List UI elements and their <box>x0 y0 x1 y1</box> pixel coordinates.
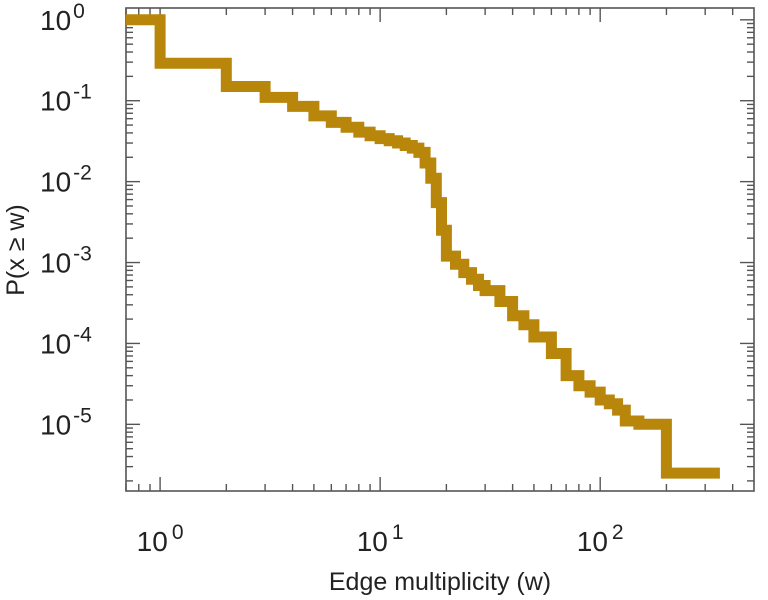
major-ticks <box>126 8 754 491</box>
y-tick-label-base: 10 <box>40 328 71 359</box>
y-tick-label: 10-3 <box>40 243 92 279</box>
y-axis-title: P(x ≥ w) <box>2 204 30 296</box>
series-line <box>126 14 720 479</box>
x-tick-label-base: 10 <box>137 526 168 557</box>
x-tick-label-exponent: 1 <box>392 521 404 544</box>
x-tick-label-base: 10 <box>357 526 388 557</box>
x-tick-labels: 10 0 10 1 10 2 <box>137 521 624 557</box>
y-tick-label-base: 10 <box>40 86 71 117</box>
y-tick-label: 10-1 <box>40 81 92 117</box>
y-tick-label: 10-2 <box>40 162 92 198</box>
y-tick-label-base: 10 <box>40 5 71 36</box>
y-tick-label-base: 10 <box>40 167 71 198</box>
y-tick-label-exponent: -5 <box>73 404 92 427</box>
y-tick-label-exponent: 0 <box>73 0 85 23</box>
y-tick-label-exponent: -2 <box>73 162 92 185</box>
minor-ticks <box>125 8 754 491</box>
x-tick-label: 10 0 <box>137 521 184 557</box>
x-tick-label-exponent: 0 <box>172 521 184 544</box>
y-tick-label: 10-4 <box>40 323 92 359</box>
x-tick-label: 10 2 <box>577 521 624 557</box>
plot-frame <box>125 7 755 492</box>
y-tick-label: 10-5 <box>40 404 92 440</box>
y-tick-label-exponent: -1 <box>73 81 92 104</box>
x-tick-label-base: 10 <box>577 526 608 557</box>
y-tick-label: 100 <box>40 0 85 36</box>
x-tick-label: 10 1 <box>357 521 404 557</box>
y-tick-label-base: 10 <box>40 409 71 440</box>
x-tick-label-exponent: 2 <box>612 521 624 544</box>
y-tick-label-base: 10 <box>40 248 71 279</box>
y-tick-label-exponent: -3 <box>73 243 92 266</box>
y-tick-label-exponent: -4 <box>73 323 92 346</box>
x-axis-title: Edge multiplicity (w) <box>329 568 551 596</box>
